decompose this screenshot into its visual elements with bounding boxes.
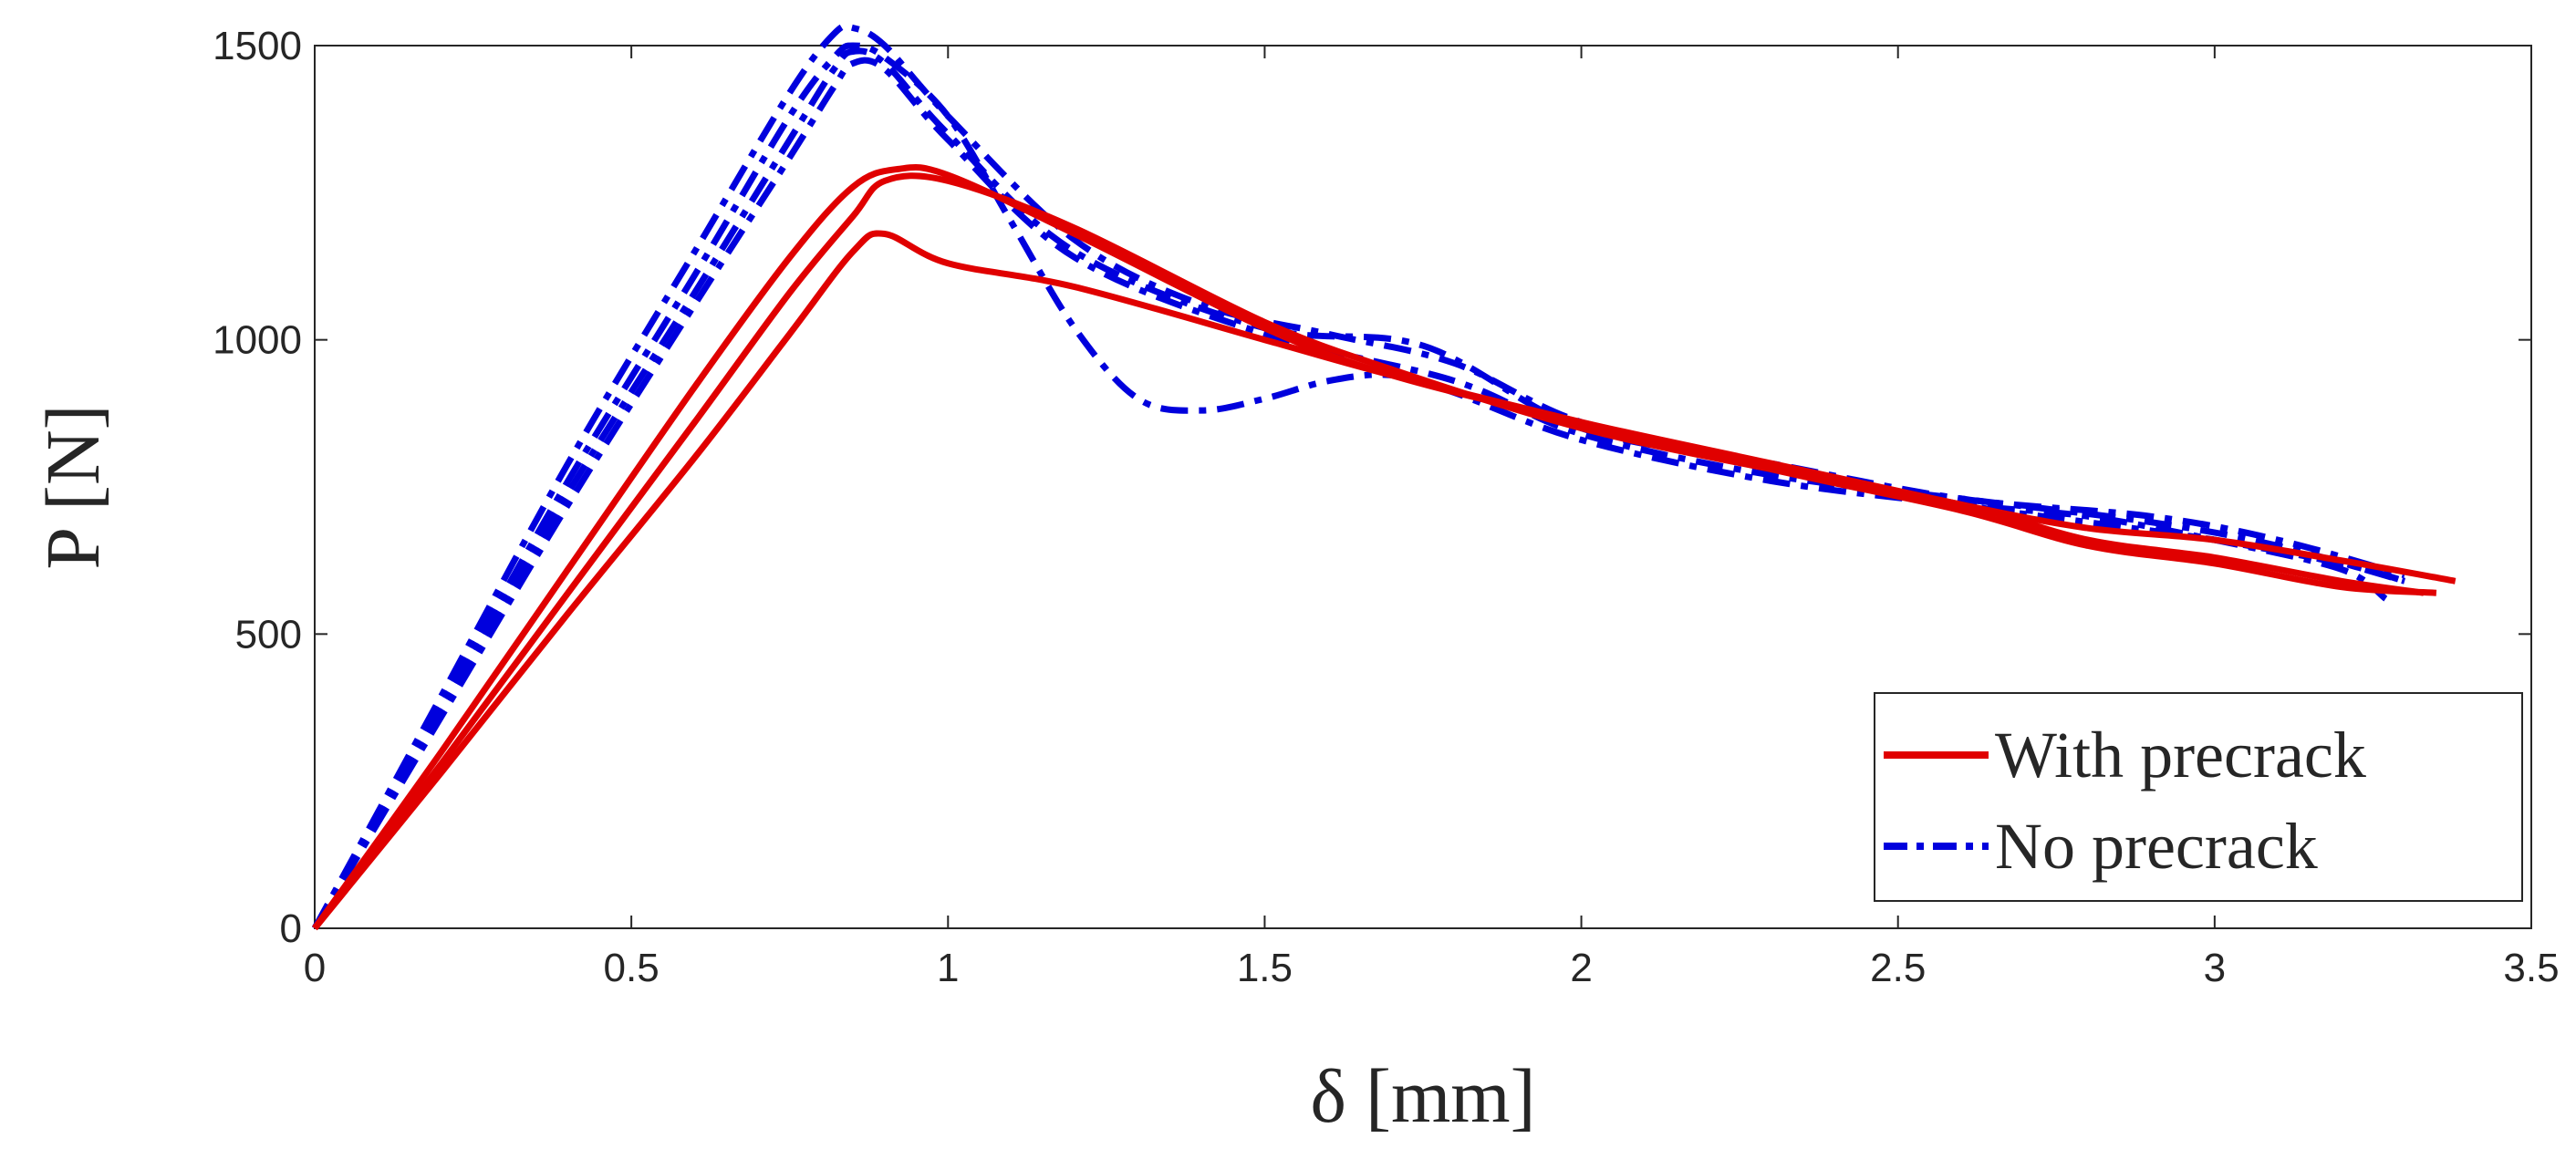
y-axis-ticks: 0 500 1000 1500 [213,24,2531,951]
y-tick-label: 1000 [213,318,302,363]
with-precrack-series-2 [312,230,2437,931]
y-tick-label: 1500 [213,24,302,68]
legend-label-with-precrack: With precrack [1995,719,2366,792]
x-tick-label: 3 [2204,946,2226,990]
plot-area: 0 0.5 1 1.5 2 2.5 3 3.5 0 500 1000 1500 [213,23,2560,990]
x-tick-label: 2.5 [1870,946,1926,990]
y-axis-label: P [N] [31,404,116,569]
x-axis-label: δ [mm] [1310,1054,1535,1139]
x-axis-ticks: 0 0.5 1 1.5 2 2.5 3 3.5 [304,46,2560,990]
with-precrack-series-0 [312,163,2457,931]
no-precrack-series-6 [311,57,2406,930]
no-precrack-series-5 [311,47,2406,930]
legend-box [1874,692,2523,902]
with-precrack-series-1 [312,172,2425,931]
x-tick-label: 2 [1570,946,1592,990]
x-tick-label: 1.5 [1237,946,1293,990]
y-tick-label: 500 [235,612,302,657]
x-tick-label: 1 [937,946,959,990]
x-tick-label: 0.5 [604,946,660,990]
x-tick-label: 3.5 [2503,946,2559,990]
axes-box [314,45,2532,929]
no-precrack-series-3 [311,23,2406,930]
series-lines [311,23,2457,931]
legend: With precrack No precrack [1874,692,2523,902]
y-tick-label: 0 [280,906,302,951]
legend-label-no-precrack: No precrack [1995,810,2318,883]
x-tick-label: 0 [304,946,326,990]
